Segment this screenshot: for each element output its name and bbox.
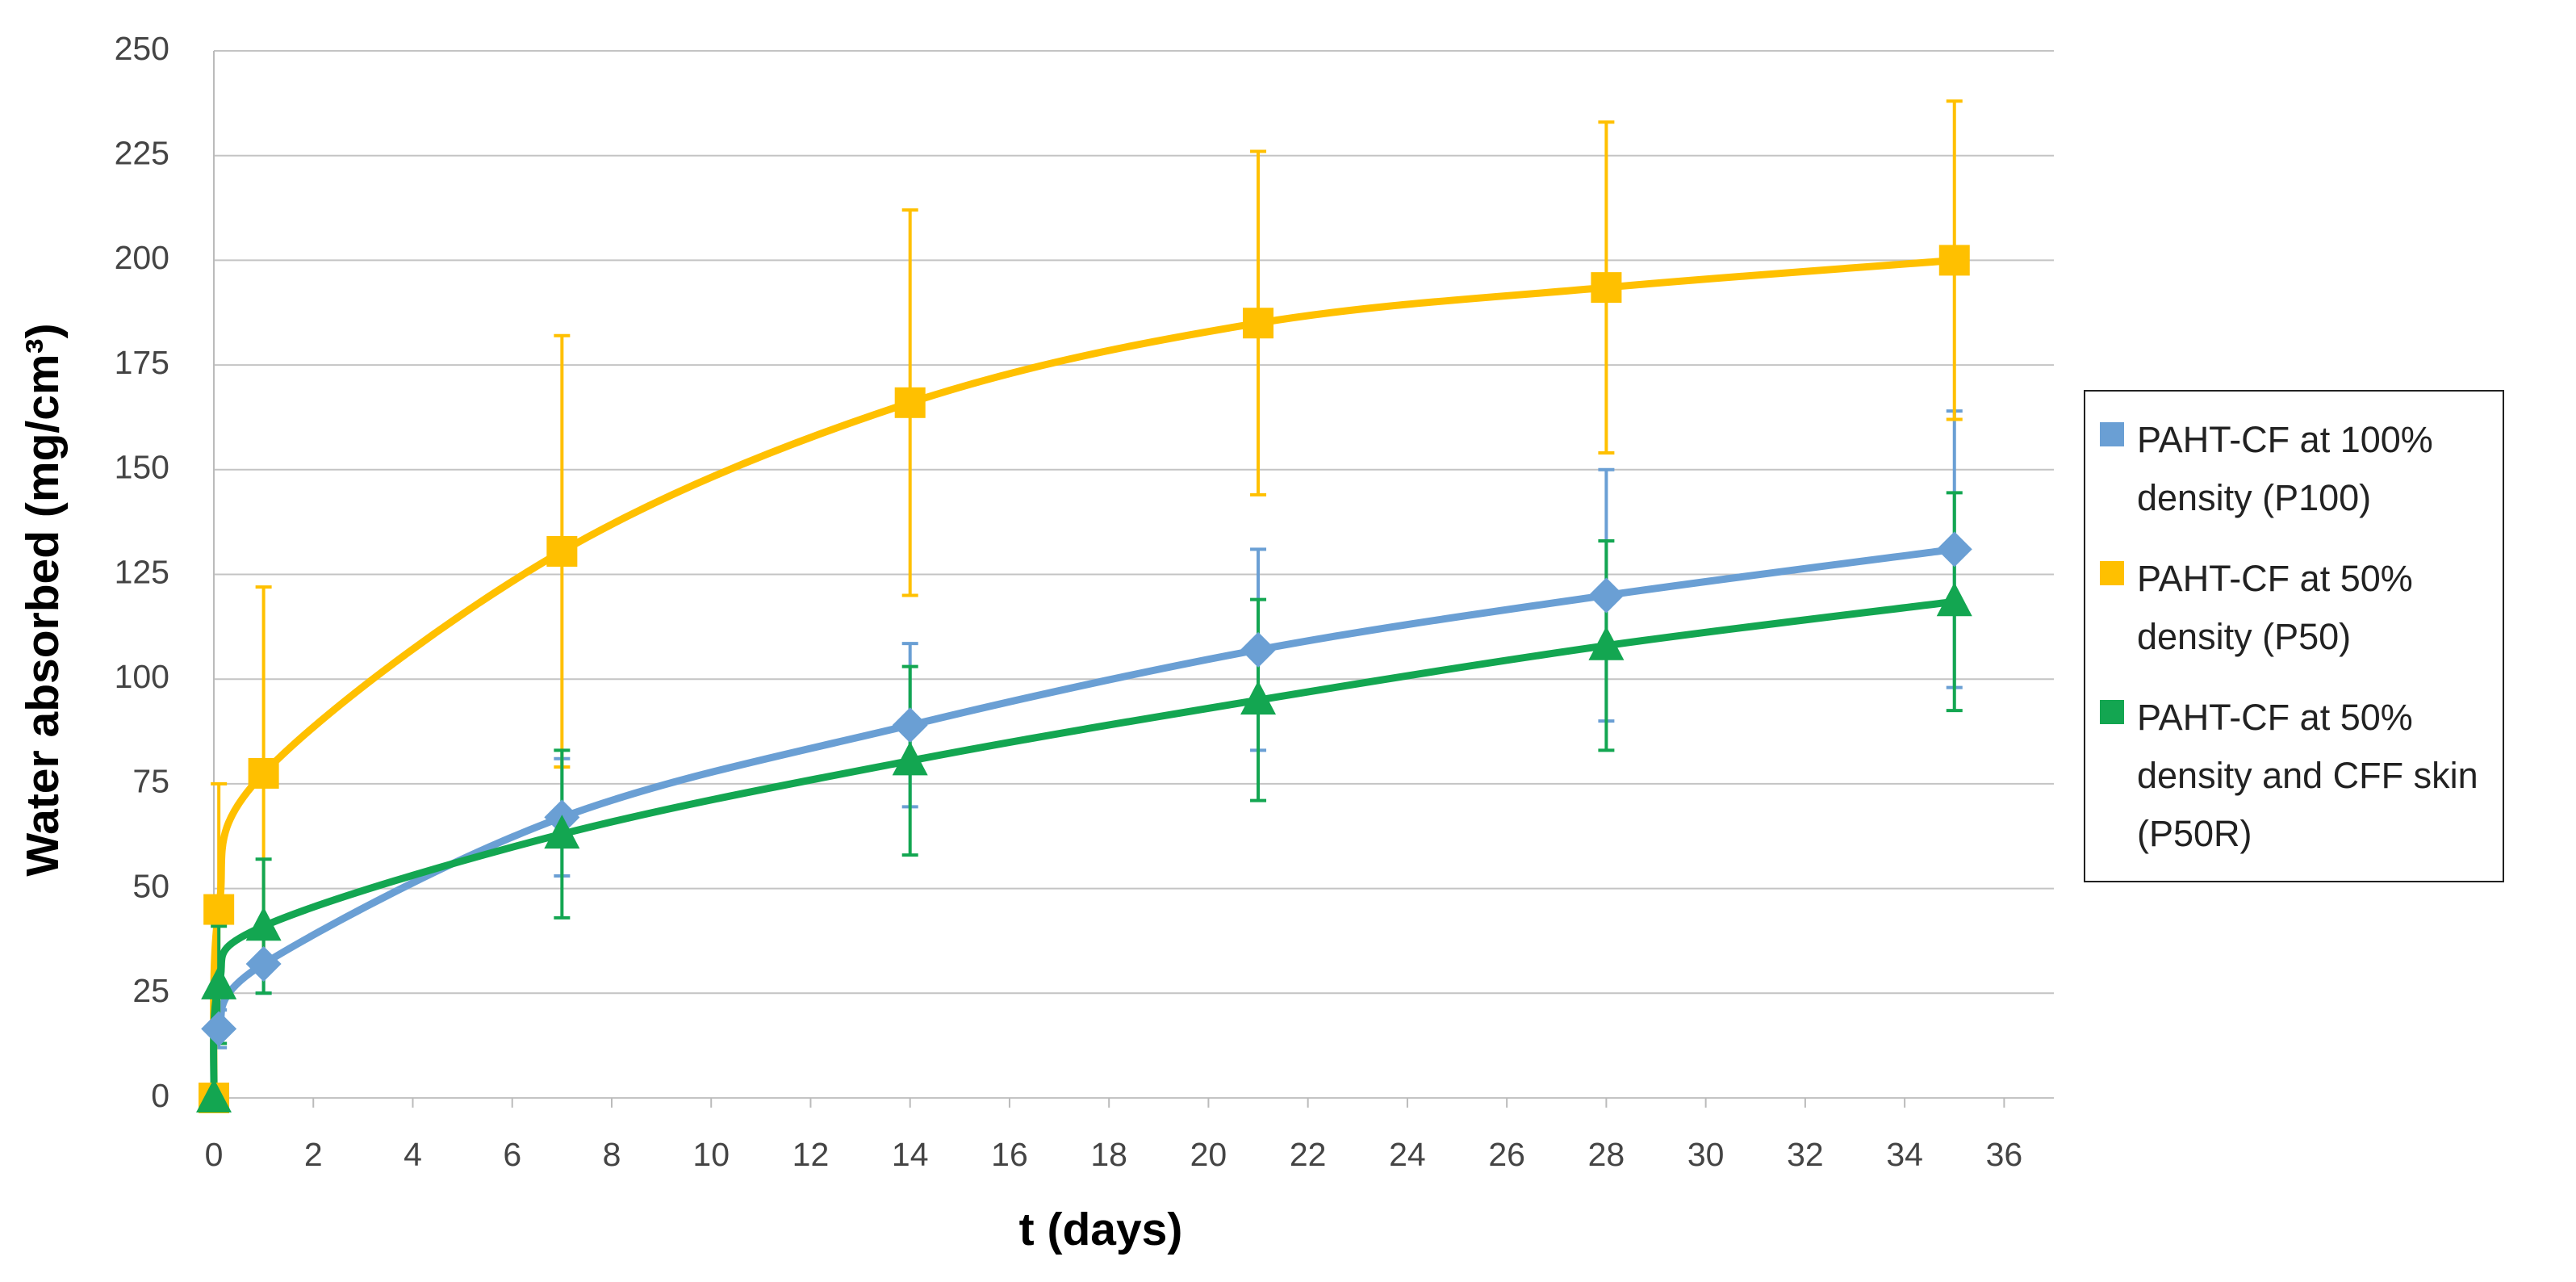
legend-label: PAHT-CF at 50% density and CFF skin (P50…: [2137, 697, 2478, 854]
legend-entry: PAHT-CF at 50% density (P50): [2100, 550, 2488, 666]
marker: [203, 894, 235, 925]
x-tick-label: 20: [1190, 1136, 1227, 1173]
x-tick-label: 6: [503, 1136, 521, 1173]
x-tick-label: 14: [892, 1136, 929, 1173]
x-tick-label: 36: [1986, 1136, 2023, 1173]
legend-label: PAHT-CF at 50% density (P50): [2137, 558, 2413, 657]
marker: [892, 707, 928, 744]
marker: [1240, 631, 1277, 668]
marker: [1936, 582, 1972, 617]
marker: [201, 1011, 237, 1047]
x-tick-label: 30: [1687, 1136, 1725, 1173]
y-tick-label: 75: [132, 763, 169, 800]
x-tick-label: 16: [991, 1136, 1028, 1173]
marker: [546, 535, 578, 567]
y-tick-label: 100: [115, 658, 169, 695]
series-line: [210, 256, 1955, 1099]
marker: [248, 757, 279, 789]
y-tick-label: 125: [115, 553, 169, 590]
legend-swatch: [2100, 700, 2124, 724]
legend-entry: PAHT-CF at 100% density (P100): [2100, 411, 2488, 527]
y-tick-label: 175: [115, 344, 169, 381]
marker: [245, 907, 282, 941]
marker: [1588, 626, 1625, 660]
marker: [245, 945, 282, 982]
x-tick-label: 22: [1290, 1136, 1327, 1173]
x-tick-label: 34: [1886, 1136, 1923, 1173]
y-tick-label: 0: [151, 1077, 169, 1114]
x-tick-label: 8: [603, 1136, 621, 1173]
x-tick-label: 0: [205, 1136, 224, 1173]
marker: [1936, 531, 1972, 568]
marker: [1938, 245, 1970, 276]
y-tick-label: 25: [132, 972, 169, 1009]
marker: [196, 1079, 232, 1112]
y-tick-label: 150: [115, 449, 169, 486]
x-tick-label: 32: [1787, 1136, 1824, 1173]
legend-entry: PAHT-CF at 50% density and CFF skin (P50…: [2100, 689, 2488, 863]
y-tick-label: 225: [115, 135, 169, 172]
marker: [892, 741, 928, 776]
x-tick-label: 24: [1389, 1136, 1426, 1173]
marker: [1240, 681, 1277, 715]
y-tick-label: 50: [132, 867, 169, 904]
y-tick-label: 200: [115, 239, 169, 276]
x-tick-label: 10: [692, 1136, 730, 1173]
marker: [1591, 272, 1622, 304]
legend: PAHT-CF at 100% density (P100) PAHT-CF at…: [2084, 390, 2504, 882]
x-tick-label: 4: [404, 1136, 422, 1173]
marker: [544, 815, 580, 849]
x-axis-title: t (days): [1019, 1204, 1183, 1255]
x-tick-label: 18: [1090, 1136, 1127, 1173]
x-tick-label: 12: [792, 1136, 830, 1173]
marker: [201, 965, 237, 999]
series-line: [215, 545, 1955, 1031]
legend-label: PAHT-CF at 100% density (P100): [2137, 419, 2433, 518]
legend-swatch: [2100, 561, 2124, 585]
legend-swatch: [2100, 422, 2124, 446]
marker: [1588, 577, 1625, 614]
x-tick-label: 28: [1588, 1136, 1625, 1173]
x-tick-label: 26: [1488, 1136, 1525, 1173]
y-tick-label: 250: [115, 30, 169, 67]
y-axis-title: Water absorbed (mg/cm³): [17, 323, 69, 876]
marker: [1243, 308, 1274, 339]
x-tick-label: 2: [304, 1136, 323, 1173]
marker: [894, 387, 926, 418]
